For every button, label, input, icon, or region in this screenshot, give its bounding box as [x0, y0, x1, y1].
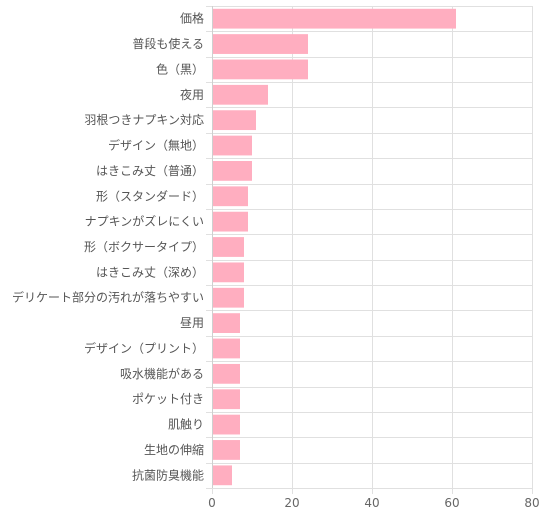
x-axis-ticks: 0 20 40 60 80: [208, 496, 539, 510]
category-label: デザイン（無地）: [108, 138, 204, 153]
category-label: デザイン（プリント）: [84, 340, 204, 355]
category-label: ナプキンがズレにくい: [85, 214, 204, 229]
bar-7[interactable]: [213, 161, 252, 181]
bar-9[interactable]: [213, 211, 248, 232]
category-label: 肌触り: [168, 418, 204, 432]
bar-14[interactable]: [213, 338, 240, 359]
bar-6[interactable]: [213, 135, 252, 156]
category-label: デリケート部分の汚れが落ちやすい: [12, 290, 204, 305]
x-tick-label: 40: [364, 496, 379, 510]
bars: [213, 8, 456, 486]
bar-3[interactable]: [213, 59, 308, 80]
bar-4[interactable]: [213, 84, 268, 105]
category-label: 昼用: [180, 316, 204, 330]
x-tick-label: 60: [444, 496, 459, 510]
x-tick-label: 20: [284, 496, 299, 510]
bar-16[interactable]: [213, 389, 240, 410]
bar-5[interactable]: [213, 110, 256, 131]
bar-2[interactable]: [213, 34, 308, 54]
category-label: 吸水機能がある: [120, 366, 204, 381]
bar-15[interactable]: [213, 363, 240, 384]
bar-11[interactable]: [213, 262, 244, 283]
x-tick-label: 80: [524, 496, 539, 510]
category-label: 形（スタンダード）: [96, 188, 204, 203]
bar-10[interactable]: [213, 237, 244, 257]
x-tick-label: 0: [208, 496, 216, 510]
category-label: ポケット付き: [132, 392, 204, 406]
category-label: 生地の伸縮: [144, 442, 204, 457]
bar-8[interactable]: [213, 186, 248, 207]
bar-12[interactable]: [213, 287, 244, 308]
category-label: 価格: [180, 11, 204, 26]
bar-1[interactable]: [213, 8, 456, 29]
grid: [206, 6, 533, 494]
category-label: はきこみ丈（普通）: [96, 164, 204, 178]
bar-18[interactable]: [213, 440, 240, 460]
category-label: 形（ボクサータイプ）: [84, 240, 204, 254]
category-label: 夜用: [180, 87, 204, 102]
category-label: 色（黒）: [156, 62, 204, 76]
bar-17[interactable]: [213, 414, 240, 435]
category-label: 抗菌防臭機能: [132, 467, 204, 482]
category-label: 普段も使える: [132, 36, 204, 51]
category-label: はきこみ丈（深め）: [96, 265, 204, 279]
bar-19[interactable]: [213, 465, 232, 486]
category-label: 羽根つきナプキン対応: [84, 113, 204, 127]
bar-13[interactable]: [213, 313, 240, 333]
